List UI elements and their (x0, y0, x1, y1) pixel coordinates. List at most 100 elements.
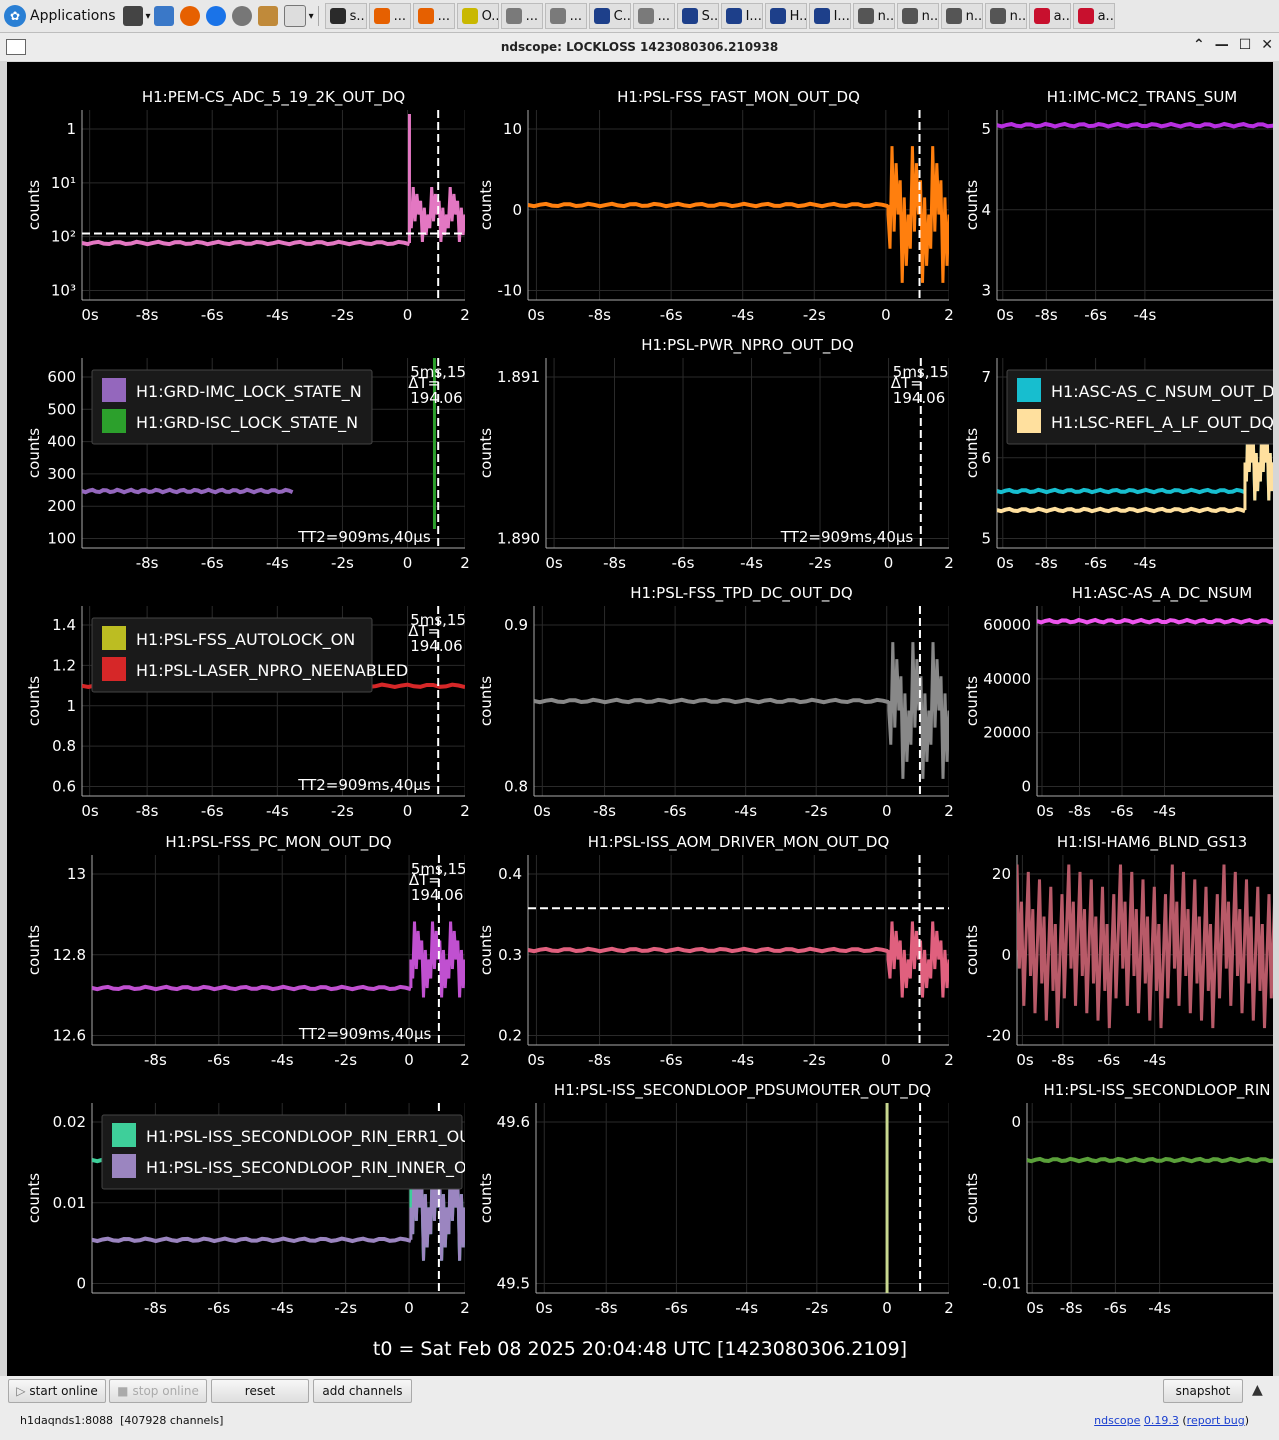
legend-entry-0: H1:PSL-ISS_SECONDLOOP_RIN_ERR1_OUT (146, 1127, 481, 1147)
taskbar-task-3[interactable]: O... (456, 3, 499, 29)
chevron-down-icon-2[interactable]: ▾ (308, 10, 314, 22)
y-tick-label: 0.2 (498, 1027, 522, 1045)
snapshot-button[interactable]: snapshot (1163, 1379, 1243, 1403)
chart-panel-14: H1:PSL-ISS_SECONDLOOP_RIN 0s -8s -6s -4s 0 -0.… (963, 1081, 1273, 1317)
task-app-icon (769, 8, 786, 24)
y-tick-label: 1.891 (497, 368, 540, 386)
users-icon[interactable] (257, 6, 278, 26)
x-tick-label: -8s (588, 306, 611, 324)
y-tick-label: 3 (981, 282, 991, 300)
x-tick-label: -4s (266, 554, 289, 572)
applications-menu[interactable]: ✿ Applications (0, 0, 120, 32)
cursor-delta-label: ΔT= (409, 871, 441, 889)
chart-panel-8: H1:ASC-AS_A_DC_NSUM 0s -8s -6s -4s 60000 40000… (963, 584, 1273, 820)
x-tick-label: 0s (527, 306, 545, 324)
taskbar-task-10[interactable]: H... (764, 3, 807, 29)
chart-traces (92, 855, 465, 1045)
cursor-t2-label: TT2=909ms,40µs (297, 528, 431, 546)
text-editor-icon[interactable] (283, 5, 306, 27)
reset-button[interactable]: reset (211, 1379, 309, 1403)
y-tick-label: 0.4 (498, 865, 522, 883)
task-label: I... (745, 8, 762, 24)
taskbar-task-4[interactable]: ... (500, 3, 543, 29)
chart-legend: H1:PSL-ISS_SECONDLOOP_RIN_ERR1_OUT H1:PSL… (101, 1114, 481, 1190)
series-line-0 (82, 487, 294, 495)
taskbar-task-11[interactable]: I... (808, 3, 851, 29)
chart-panel-9: H1:PSL-FSS_PC_MON_OUT_DQ -8s -6s -4s -2s 0 2 13… (25, 833, 476, 1069)
y-tick-label: 5 (981, 530, 991, 548)
task-label: a... (1053, 8, 1070, 24)
x-tick-label: -8s (588, 1051, 611, 1069)
expand-up-icon[interactable]: ▲ (1252, 1382, 1263, 1398)
y-tick-label: 1 (66, 120, 76, 138)
taskbar-task-5[interactable]: ... (544, 3, 587, 29)
x-tick-label: -4s (1143, 1051, 1166, 1069)
x-tick-label: -4s (731, 1051, 754, 1069)
stop-online-button[interactable]: ■ stop online (109, 1379, 207, 1403)
taskbar-task-1[interactable]: ... (368, 3, 411, 29)
chart-traces (82, 358, 440, 548)
y-tick-label: 100 (47, 530, 76, 548)
share-icon[interactable] (231, 6, 252, 26)
taskbar-task-13[interactable]: n... (896, 3, 939, 29)
task-label: a... (1097, 8, 1114, 24)
plot-grid[interactable]: H1:PEM-CS_ADC_5_19_2K_OUT_DQ 0s -8s -6s -4s -… (7, 62, 1273, 1376)
terminal-icon[interactable] (122, 6, 143, 26)
add-channels-button[interactable]: add channels (313, 1379, 412, 1403)
task-label: n... (921, 8, 939, 24)
window-collapse-icon[interactable]: ⌃ (1192, 37, 1205, 53)
window-menu-icon[interactable] (6, 39, 26, 55)
taskbar-task-12[interactable]: n... (852, 3, 895, 29)
firefox-icon[interactable] (179, 6, 200, 26)
window-minimize-icon[interactable]: — (1214, 37, 1229, 53)
folder-icon[interactable] (153, 6, 174, 26)
chart-title: H1:ASC-AS_A_DC_NSUM (1072, 584, 1252, 603)
taskbar-task-7[interactable]: ... (632, 3, 675, 29)
x-tick-label: -8s (593, 802, 616, 820)
chrome-icon[interactable] (205, 6, 226, 26)
taskbar-task-6[interactable]: C... (588, 3, 631, 29)
legend-entry-1: H1:LSC-REFL_A_LF_OUT_DQ (1051, 413, 1273, 433)
taskbar-task-9[interactable]: I... (720, 3, 763, 29)
chart-title: H1:IMC-MC2_TRANS_SUM (1047, 88, 1238, 107)
y-tick-label: 40000 (983, 670, 1031, 688)
y-tick-label: 1.2 (52, 656, 76, 674)
cursor-delta-label: ΔT= (408, 622, 440, 640)
series-line-0 (1017, 864, 1273, 1029)
y-tick-label: 0.6 (52, 778, 76, 796)
taskbar-task-8[interactable]: S... (676, 3, 719, 29)
x-tick-label: -6s (664, 802, 687, 820)
y-tick-label: 49.6 (497, 1113, 530, 1131)
play-icon: ▷ (16, 1384, 26, 1398)
task-app-icon (813, 8, 830, 24)
y-axis-label: counts (477, 676, 495, 726)
version-link[interactable]: 0.19.3 (1143, 1414, 1179, 1427)
x-tick-label: -4s (271, 1299, 294, 1317)
chart-title: H1:PSL-FSS_PC_MON_OUT_DQ (165, 833, 391, 852)
report-bug-link[interactable]: report bug (1186, 1414, 1245, 1427)
window-close-icon[interactable]: ✕ (1261, 37, 1273, 53)
server-address: h1daqnds1:8088 (20, 1414, 114, 1427)
y-tick-label: 0.8 (504, 778, 528, 796)
window-maximize-icon[interactable]: ☐ (1238, 37, 1252, 53)
ndscope-link[interactable]: ndscope (1094, 1414, 1141, 1427)
x-tick-label: -6s (1084, 306, 1107, 324)
taskbar-task-15[interactable]: n... (984, 3, 1027, 29)
chevron-down-icon[interactable]: ▾ (145, 10, 151, 22)
taskbar-task-14[interactable]: n... (940, 3, 983, 29)
task-app-icon (329, 8, 346, 24)
window-title: ndscope: LOCKLOSS 1423080306.210938 (500, 40, 779, 54)
x-tick-label: -2s (334, 1299, 357, 1317)
chart-title: H1:PSL-ISS_SECONDLOOP_PDSUMOUTER_OUT_DQ (554, 1081, 931, 1100)
taskbar-task-0[interactable]: s... (324, 3, 367, 29)
start-online-button[interactable]: ▷ start online (8, 1379, 106, 1403)
taskbar-task-16[interactable]: a... (1028, 3, 1071, 29)
x-tick-label: 0s (533, 802, 551, 820)
x-tick-label: 2 (944, 306, 954, 324)
x-tick-label: 0s (81, 306, 99, 324)
cursor-t1-label: 5ms,153 (410, 363, 475, 381)
taskbar-task-2[interactable]: ... (412, 3, 455, 29)
taskbar-task-17[interactable]: a... (1072, 3, 1115, 29)
cursor-t1-label: 5ms,153 (411, 860, 476, 878)
